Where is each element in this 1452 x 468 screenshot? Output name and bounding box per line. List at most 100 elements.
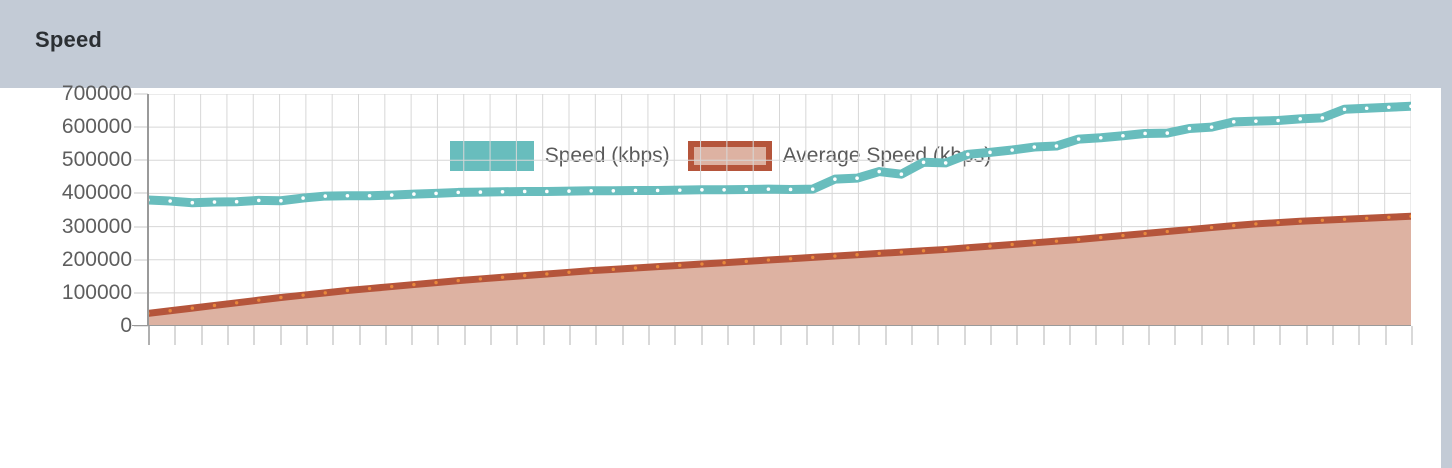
data-point-average-speed xyxy=(1409,214,1411,218)
x-axis-tick-mark xyxy=(884,326,887,345)
y-axis-tick-mark xyxy=(134,325,148,327)
data-point-speed xyxy=(256,198,261,203)
data-point-speed xyxy=(943,161,948,165)
data-point-speed xyxy=(190,200,195,205)
legend-swatch-average-speed-icon xyxy=(687,141,772,171)
data-point-average-speed xyxy=(234,301,239,305)
y-axis-tick-label: 200000 xyxy=(61,247,132,271)
data-point-speed xyxy=(988,150,992,155)
data-point-average-speed xyxy=(279,295,283,300)
page-title: Speed xyxy=(35,27,103,52)
plot-svg xyxy=(148,94,1411,326)
data-point-speed xyxy=(478,190,483,194)
data-point-average-speed xyxy=(1143,231,1147,236)
data-point-speed xyxy=(677,188,682,192)
data-point-speed xyxy=(367,193,372,198)
data-point-speed xyxy=(1165,131,1170,135)
data-point-average-speed xyxy=(412,282,416,287)
page-right-edge xyxy=(1441,0,1452,468)
data-point-speed xyxy=(456,190,461,195)
x-axis-tick-mark xyxy=(200,326,203,345)
data-point-average-speed xyxy=(1276,220,1280,225)
x-axis-tick-mark xyxy=(490,326,493,345)
data-point-speed xyxy=(1298,117,1303,121)
x-axis-tick-mark xyxy=(858,326,861,345)
x-axis-tick-mark xyxy=(911,326,914,345)
x-axis-tick-mark xyxy=(753,326,756,345)
series-area-average-speed-fill xyxy=(148,216,1411,326)
data-point-average-speed xyxy=(766,258,771,262)
data-point-speed xyxy=(722,187,726,192)
data-point-speed xyxy=(788,187,793,192)
data-point-average-speed xyxy=(1209,225,1214,230)
data-point-speed xyxy=(412,192,416,196)
data-point-average-speed xyxy=(257,298,261,302)
data-point-average-speed xyxy=(1342,217,1347,221)
x-axis-tick-mark xyxy=(1068,326,1071,345)
data-point-speed xyxy=(522,189,527,194)
data-point-speed xyxy=(1032,145,1037,149)
x-axis-tick-mark xyxy=(226,326,229,345)
data-point-speed xyxy=(1121,133,1125,138)
x-axis-line xyxy=(132,325,1411,326)
y-axis-tick-label: 400000 xyxy=(61,181,132,205)
data-point-average-speed xyxy=(943,247,948,252)
data-point-speed xyxy=(1010,148,1014,152)
data-point-average-speed xyxy=(877,251,881,256)
data-point-average-speed xyxy=(921,249,926,253)
series-line-average-speed xyxy=(148,212,1411,317)
y-axis-tick-label: 300000 xyxy=(61,214,132,238)
data-point-average-speed xyxy=(1298,219,1302,223)
x-axis-tick-mark xyxy=(1411,326,1413,345)
data-point-average-speed xyxy=(168,309,172,313)
data-point-speed xyxy=(1054,144,1059,148)
x-axis-tick-mark xyxy=(332,326,335,345)
x-axis-tick-mark xyxy=(832,326,835,345)
data-point-average-speed xyxy=(633,266,638,270)
x-axis-tick-mark xyxy=(463,326,466,345)
data-point-average-speed xyxy=(655,264,660,269)
data-point-speed xyxy=(1187,126,1192,131)
y-axis-tick-label: 500000 xyxy=(61,148,132,172)
data-point-speed xyxy=(168,199,172,203)
y-axis-tick-mark xyxy=(134,93,148,95)
data-point-speed xyxy=(1143,131,1147,136)
x-axis-tick-mark xyxy=(1253,326,1256,345)
x-axis-tick-mark xyxy=(937,326,940,345)
data-point-speed xyxy=(1320,116,1325,120)
data-point-speed xyxy=(1409,104,1411,109)
plot-area[interactable] xyxy=(148,94,1411,326)
x-axis-tick-mark xyxy=(1016,326,1019,345)
data-point-average-speed xyxy=(1320,218,1325,222)
x-axis-tick-mark xyxy=(779,326,782,345)
x-axis-tick-mark xyxy=(1200,326,1203,345)
data-point-speed xyxy=(279,198,283,203)
x-axis-tick-mark xyxy=(1384,326,1387,345)
data-point-speed xyxy=(611,188,616,193)
panel-header: Speed xyxy=(0,0,1441,88)
data-point-average-speed xyxy=(567,270,571,275)
data-point-speed xyxy=(1387,105,1391,110)
x-axis-tick-mark xyxy=(148,326,150,345)
data-point-speed xyxy=(345,193,350,198)
data-point-average-speed xyxy=(323,291,327,295)
x-axis-tick-mark xyxy=(674,326,677,345)
data-point-speed xyxy=(855,176,859,180)
data-point-average-speed xyxy=(212,303,217,308)
x-axis-tick-mark xyxy=(647,326,650,345)
x-axis-tick-mark xyxy=(1332,326,1335,345)
x-axis-tick-mark xyxy=(621,326,624,345)
data-point-average-speed xyxy=(545,272,549,276)
data-point-average-speed xyxy=(966,246,970,250)
y-axis-tick-mark xyxy=(134,226,148,228)
data-point-average-speed xyxy=(478,277,483,281)
data-point-average-speed xyxy=(811,255,815,260)
y-axis-labels: 700000 600000 500000 400000 300000 200000 1000… xyxy=(0,82,148,337)
x-axis-tick-mark xyxy=(516,326,519,345)
data-point-average-speed xyxy=(1121,233,1125,238)
x-axis-tick-mark xyxy=(1147,326,1150,345)
data-point-speed xyxy=(567,189,571,193)
y-axis-tick-mark xyxy=(134,292,148,294)
x-axis-tick-mark xyxy=(253,326,256,345)
data-point-average-speed xyxy=(1364,216,1369,220)
